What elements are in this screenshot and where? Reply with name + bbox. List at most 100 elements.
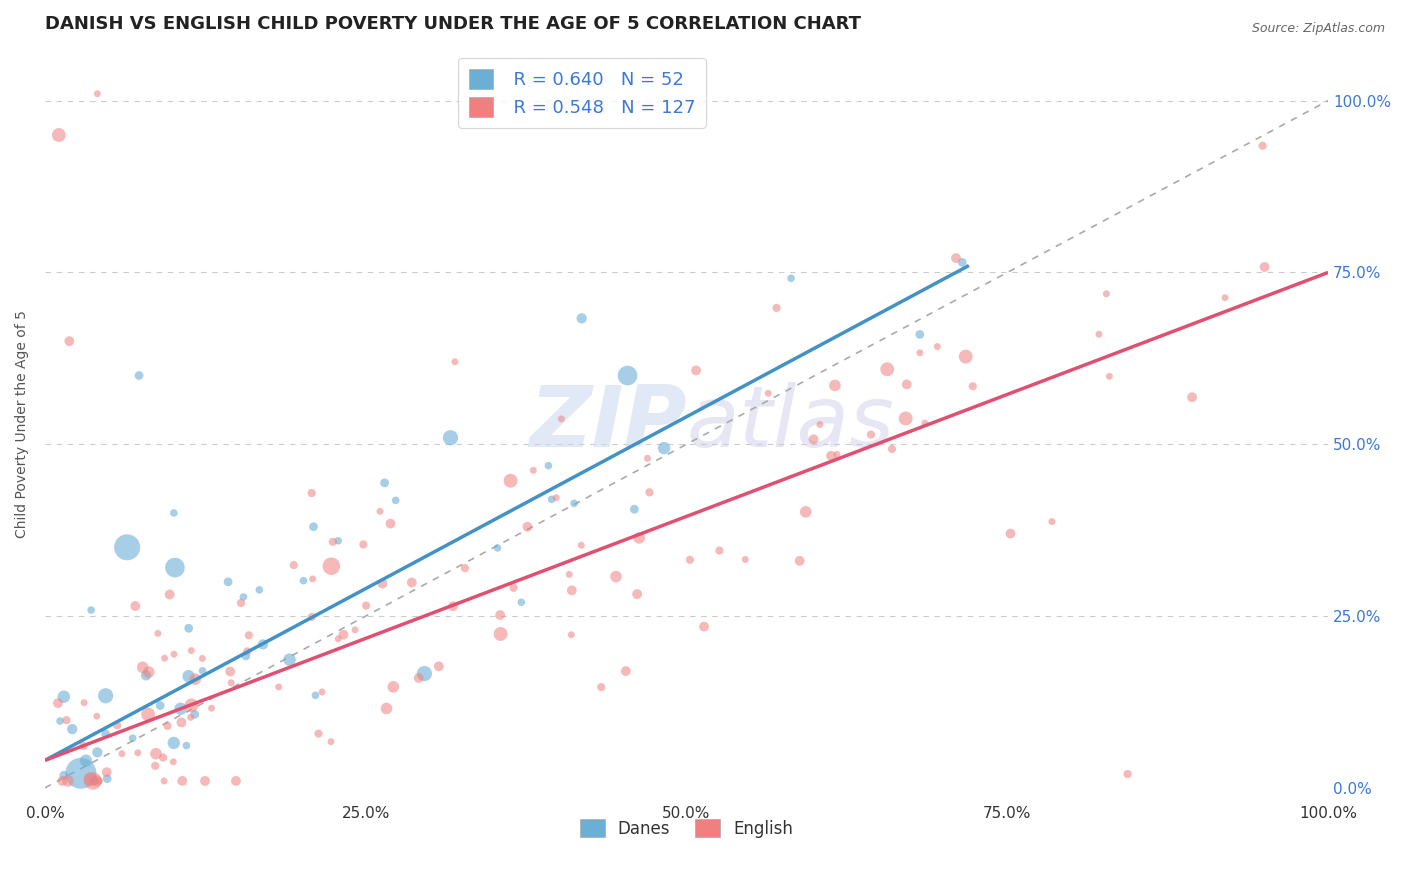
Point xyxy=(454,561,477,575)
Point xyxy=(308,726,330,740)
Point xyxy=(571,311,593,326)
Point xyxy=(169,702,191,716)
Point xyxy=(52,690,75,704)
Point xyxy=(439,431,461,445)
Point xyxy=(128,368,150,383)
Point xyxy=(558,567,581,582)
Point xyxy=(235,648,257,663)
Point xyxy=(354,599,377,613)
Point xyxy=(301,486,323,500)
Point xyxy=(908,327,931,342)
Point xyxy=(217,574,239,589)
Point xyxy=(172,774,194,789)
Point xyxy=(510,595,533,609)
Point xyxy=(1040,515,1063,529)
Point xyxy=(51,774,73,789)
Point xyxy=(374,475,396,490)
Point xyxy=(86,87,108,101)
Point xyxy=(153,774,176,789)
Point xyxy=(441,599,464,614)
Point xyxy=(267,680,290,694)
Point xyxy=(561,583,583,598)
Point xyxy=(540,492,562,507)
Point xyxy=(177,669,200,683)
Point xyxy=(1095,286,1118,301)
Point xyxy=(232,590,254,604)
Point xyxy=(1213,291,1236,305)
Point xyxy=(516,520,538,534)
Point xyxy=(236,644,259,658)
Point xyxy=(70,766,93,780)
Point xyxy=(652,441,675,455)
Point xyxy=(86,709,108,723)
Point xyxy=(127,746,149,760)
Point xyxy=(48,128,70,142)
Point xyxy=(292,574,315,588)
Point xyxy=(709,543,731,558)
Point xyxy=(780,271,803,285)
Point xyxy=(756,386,779,401)
Point xyxy=(825,447,848,461)
Point xyxy=(145,747,167,761)
Point xyxy=(546,491,568,505)
Point xyxy=(328,533,350,548)
Point xyxy=(375,701,398,715)
Text: atlas: atlas xyxy=(686,382,894,465)
Point xyxy=(486,541,509,555)
Point xyxy=(180,643,202,657)
Point xyxy=(401,575,423,590)
Y-axis label: Child Poverty Under the Age of 5: Child Poverty Under the Age of 5 xyxy=(15,310,30,538)
Point xyxy=(1181,390,1204,404)
Point xyxy=(679,553,702,567)
Point xyxy=(191,651,214,665)
Point xyxy=(562,496,585,510)
Point xyxy=(371,576,394,591)
Point xyxy=(1116,767,1139,781)
Point xyxy=(693,619,716,633)
Point xyxy=(149,698,172,713)
Point xyxy=(301,610,323,624)
Point xyxy=(382,680,405,694)
Point xyxy=(591,680,613,694)
Point xyxy=(170,715,193,730)
Point xyxy=(638,485,661,500)
Point xyxy=(83,774,105,789)
Point xyxy=(184,672,207,686)
Point xyxy=(80,603,103,617)
Point xyxy=(121,731,143,746)
Point xyxy=(824,378,846,392)
Point xyxy=(111,747,134,761)
Point xyxy=(321,559,343,574)
Point xyxy=(94,727,117,741)
Point xyxy=(803,433,825,447)
Point xyxy=(96,765,118,780)
Point xyxy=(384,493,406,508)
Point xyxy=(685,363,707,377)
Point xyxy=(368,504,391,518)
Point xyxy=(489,627,512,641)
Point xyxy=(194,774,217,789)
Point xyxy=(1098,369,1121,384)
Point xyxy=(176,739,198,753)
Point xyxy=(880,442,903,456)
Point xyxy=(200,701,222,715)
Point xyxy=(623,502,645,516)
Point xyxy=(143,759,166,773)
Point xyxy=(49,714,72,728)
Point xyxy=(180,710,202,724)
Point xyxy=(156,719,179,733)
Point xyxy=(499,474,522,488)
Point xyxy=(180,698,202,713)
Point xyxy=(908,345,931,359)
Point xyxy=(522,463,544,477)
Point xyxy=(820,449,842,463)
Point xyxy=(159,587,181,601)
Point xyxy=(82,774,104,789)
Point xyxy=(58,334,80,348)
Point xyxy=(163,506,186,520)
Point xyxy=(332,628,354,642)
Point xyxy=(162,755,184,769)
Point xyxy=(304,689,326,703)
Point xyxy=(859,427,882,442)
Point xyxy=(79,772,101,787)
